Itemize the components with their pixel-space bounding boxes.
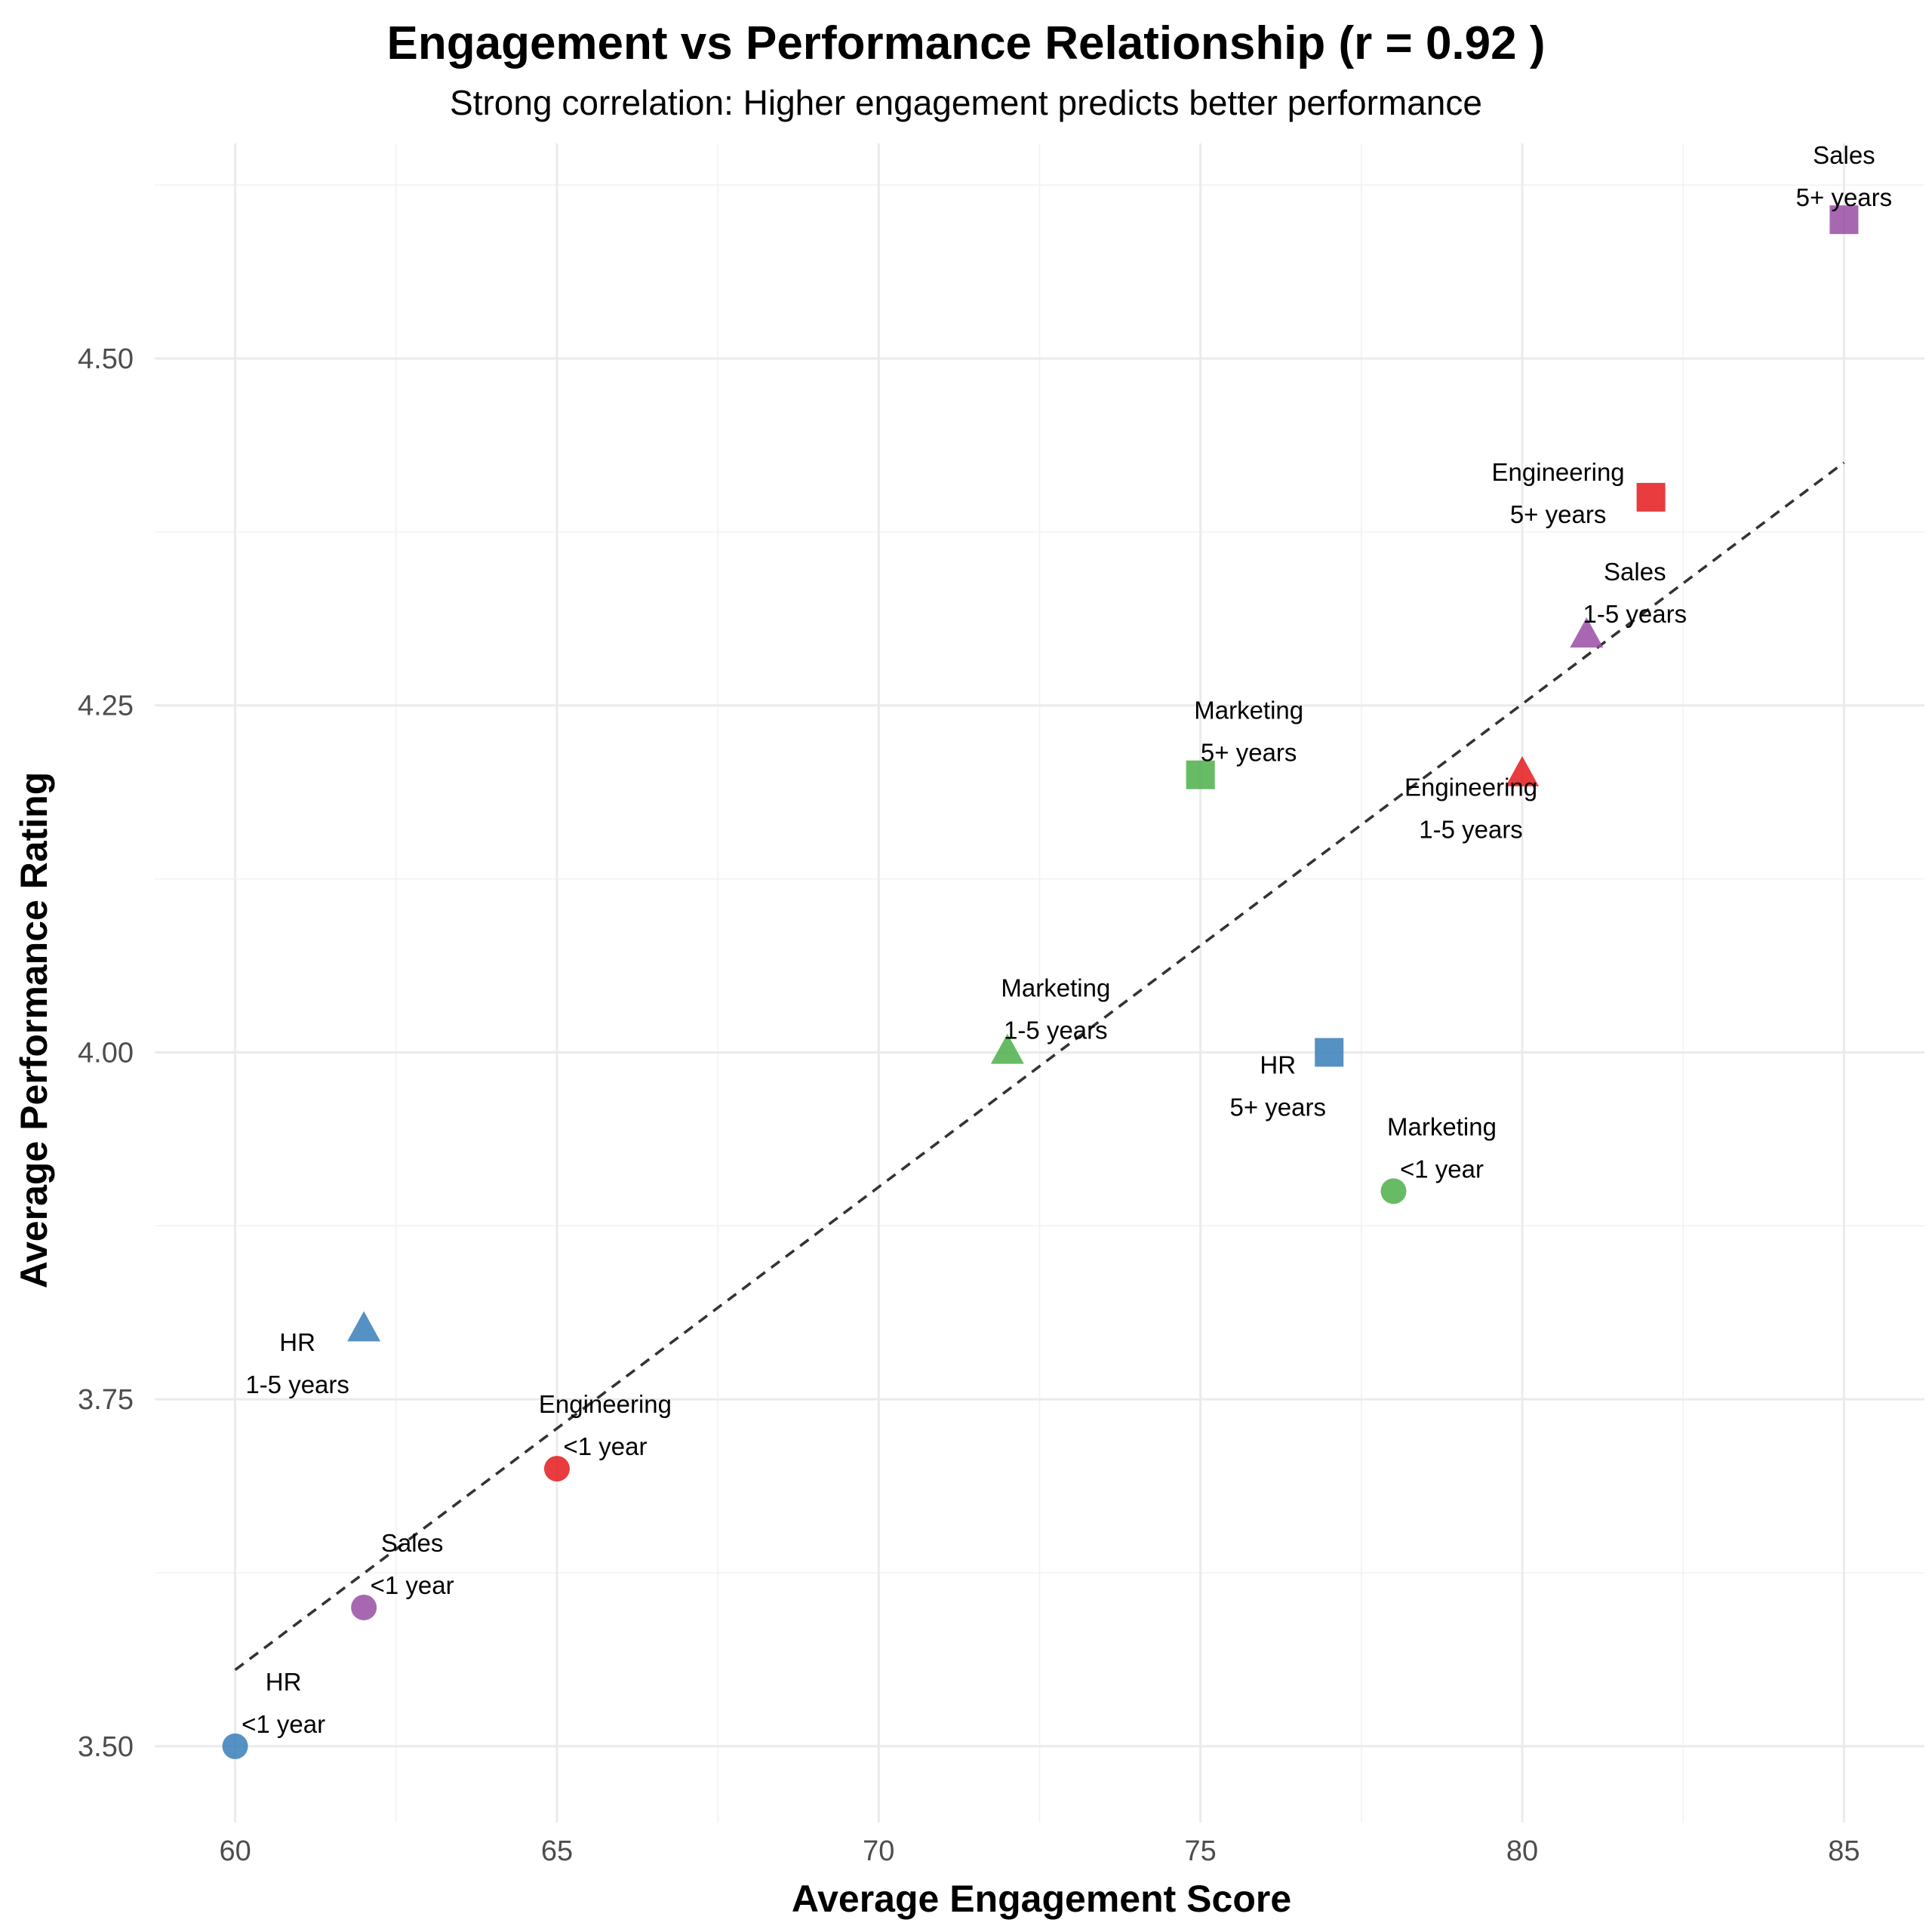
y-tick-label: 3.75 — [78, 1384, 134, 1416]
point-label-tenure: 5+ years — [1201, 739, 1297, 767]
point-marketing-1-year — [1380, 1178, 1407, 1204]
point-label-tenure: <1 year — [563, 1432, 647, 1460]
point-marketing-5-years — [1186, 760, 1215, 789]
y-tick-label: 4.50 — [78, 343, 134, 375]
x-tick-label: 85 — [1828, 1835, 1860, 1867]
point-sales-5-years — [1829, 205, 1859, 235]
chart-subtitle: Strong correlation: Higher engagement pr… — [450, 83, 1482, 122]
point-engineering-1-5-years — [1506, 755, 1540, 786]
point-engineering-1-year — [543, 1456, 570, 1482]
point-label-department: Sales — [1604, 558, 1666, 586]
point-hr-5-years — [1315, 1038, 1344, 1067]
point-label-department: Engineering — [1492, 458, 1625, 486]
point-sales-1-year — [351, 1594, 377, 1620]
x-tick-label: 75 — [1185, 1835, 1217, 1867]
point-label-tenure: <1 year — [242, 1710, 325, 1738]
point-labels: Engineering <1 year Engineering 1-5 years En… — [242, 141, 1892, 1738]
x-tick-label: 65 — [541, 1835, 573, 1867]
trend-line-group — [234, 461, 1845, 1672]
point-label-department: HR — [279, 1328, 315, 1356]
x-tick-label: 60 — [219, 1835, 251, 1867]
y-tick-label: 3.50 — [78, 1731, 134, 1763]
point-label-tenure: <1 year — [371, 1571, 454, 1599]
point-label-department: Sales — [381, 1529, 444, 1557]
point-label-department: Engineering — [539, 1390, 672, 1418]
point-label-tenure: 1-5 years — [1583, 600, 1687, 628]
x-tick-label: 70 — [863, 1835, 894, 1867]
point-label-department: HR — [1260, 1051, 1296, 1078]
point-label-tenure: 5+ years — [1510, 500, 1607, 528]
point-sales-1-5-years — [1570, 617, 1604, 648]
point-label-tenure: 5+ years — [1229, 1093, 1326, 1121]
point-label-department: Marketing — [1387, 1112, 1497, 1140]
point-label-department: Sales — [1813, 141, 1875, 169]
chart-title: Engagement vs Performance Relationship (… — [387, 17, 1546, 69]
point-label-department: Marketing — [1194, 697, 1303, 724]
point-label-tenure: 5+ years — [1796, 183, 1893, 211]
data-points — [222, 205, 1859, 1759]
point-marketing-1-5-years — [990, 1033, 1024, 1064]
point-label-department: Engineering — [1404, 774, 1537, 801]
y-tick-label: 4.25 — [78, 691, 134, 722]
point-label-department: Marketing — [1001, 974, 1110, 1001]
y-axis-title: Average Performance Rating — [13, 772, 55, 1289]
y-tick-label: 4.00 — [78, 1037, 134, 1069]
grid — [155, 143, 1924, 1823]
point-label-tenure: 1-5 years — [1004, 1016, 1108, 1044]
point-label-tenure: 1-5 years — [1419, 816, 1523, 844]
x-tick-label: 80 — [1506, 1835, 1538, 1867]
point-label-tenure: <1 year — [1400, 1155, 1484, 1183]
point-engineering-5-years — [1636, 482, 1666, 512]
axis-ticks: 60 65 70 75 80 85 3.50 3.75 4.00 4.25 4.50 — [78, 343, 1860, 1867]
point-label-department: HR — [266, 1668, 302, 1696]
point-hr-1-5-years — [347, 1311, 381, 1342]
trend-line — [234, 461, 1845, 1672]
point-hr-1-year — [222, 1733, 248, 1759]
point-label-tenure: 1-5 years — [245, 1371, 349, 1398]
x-axis-title: Average Engagement Score — [792, 1878, 1291, 1920]
